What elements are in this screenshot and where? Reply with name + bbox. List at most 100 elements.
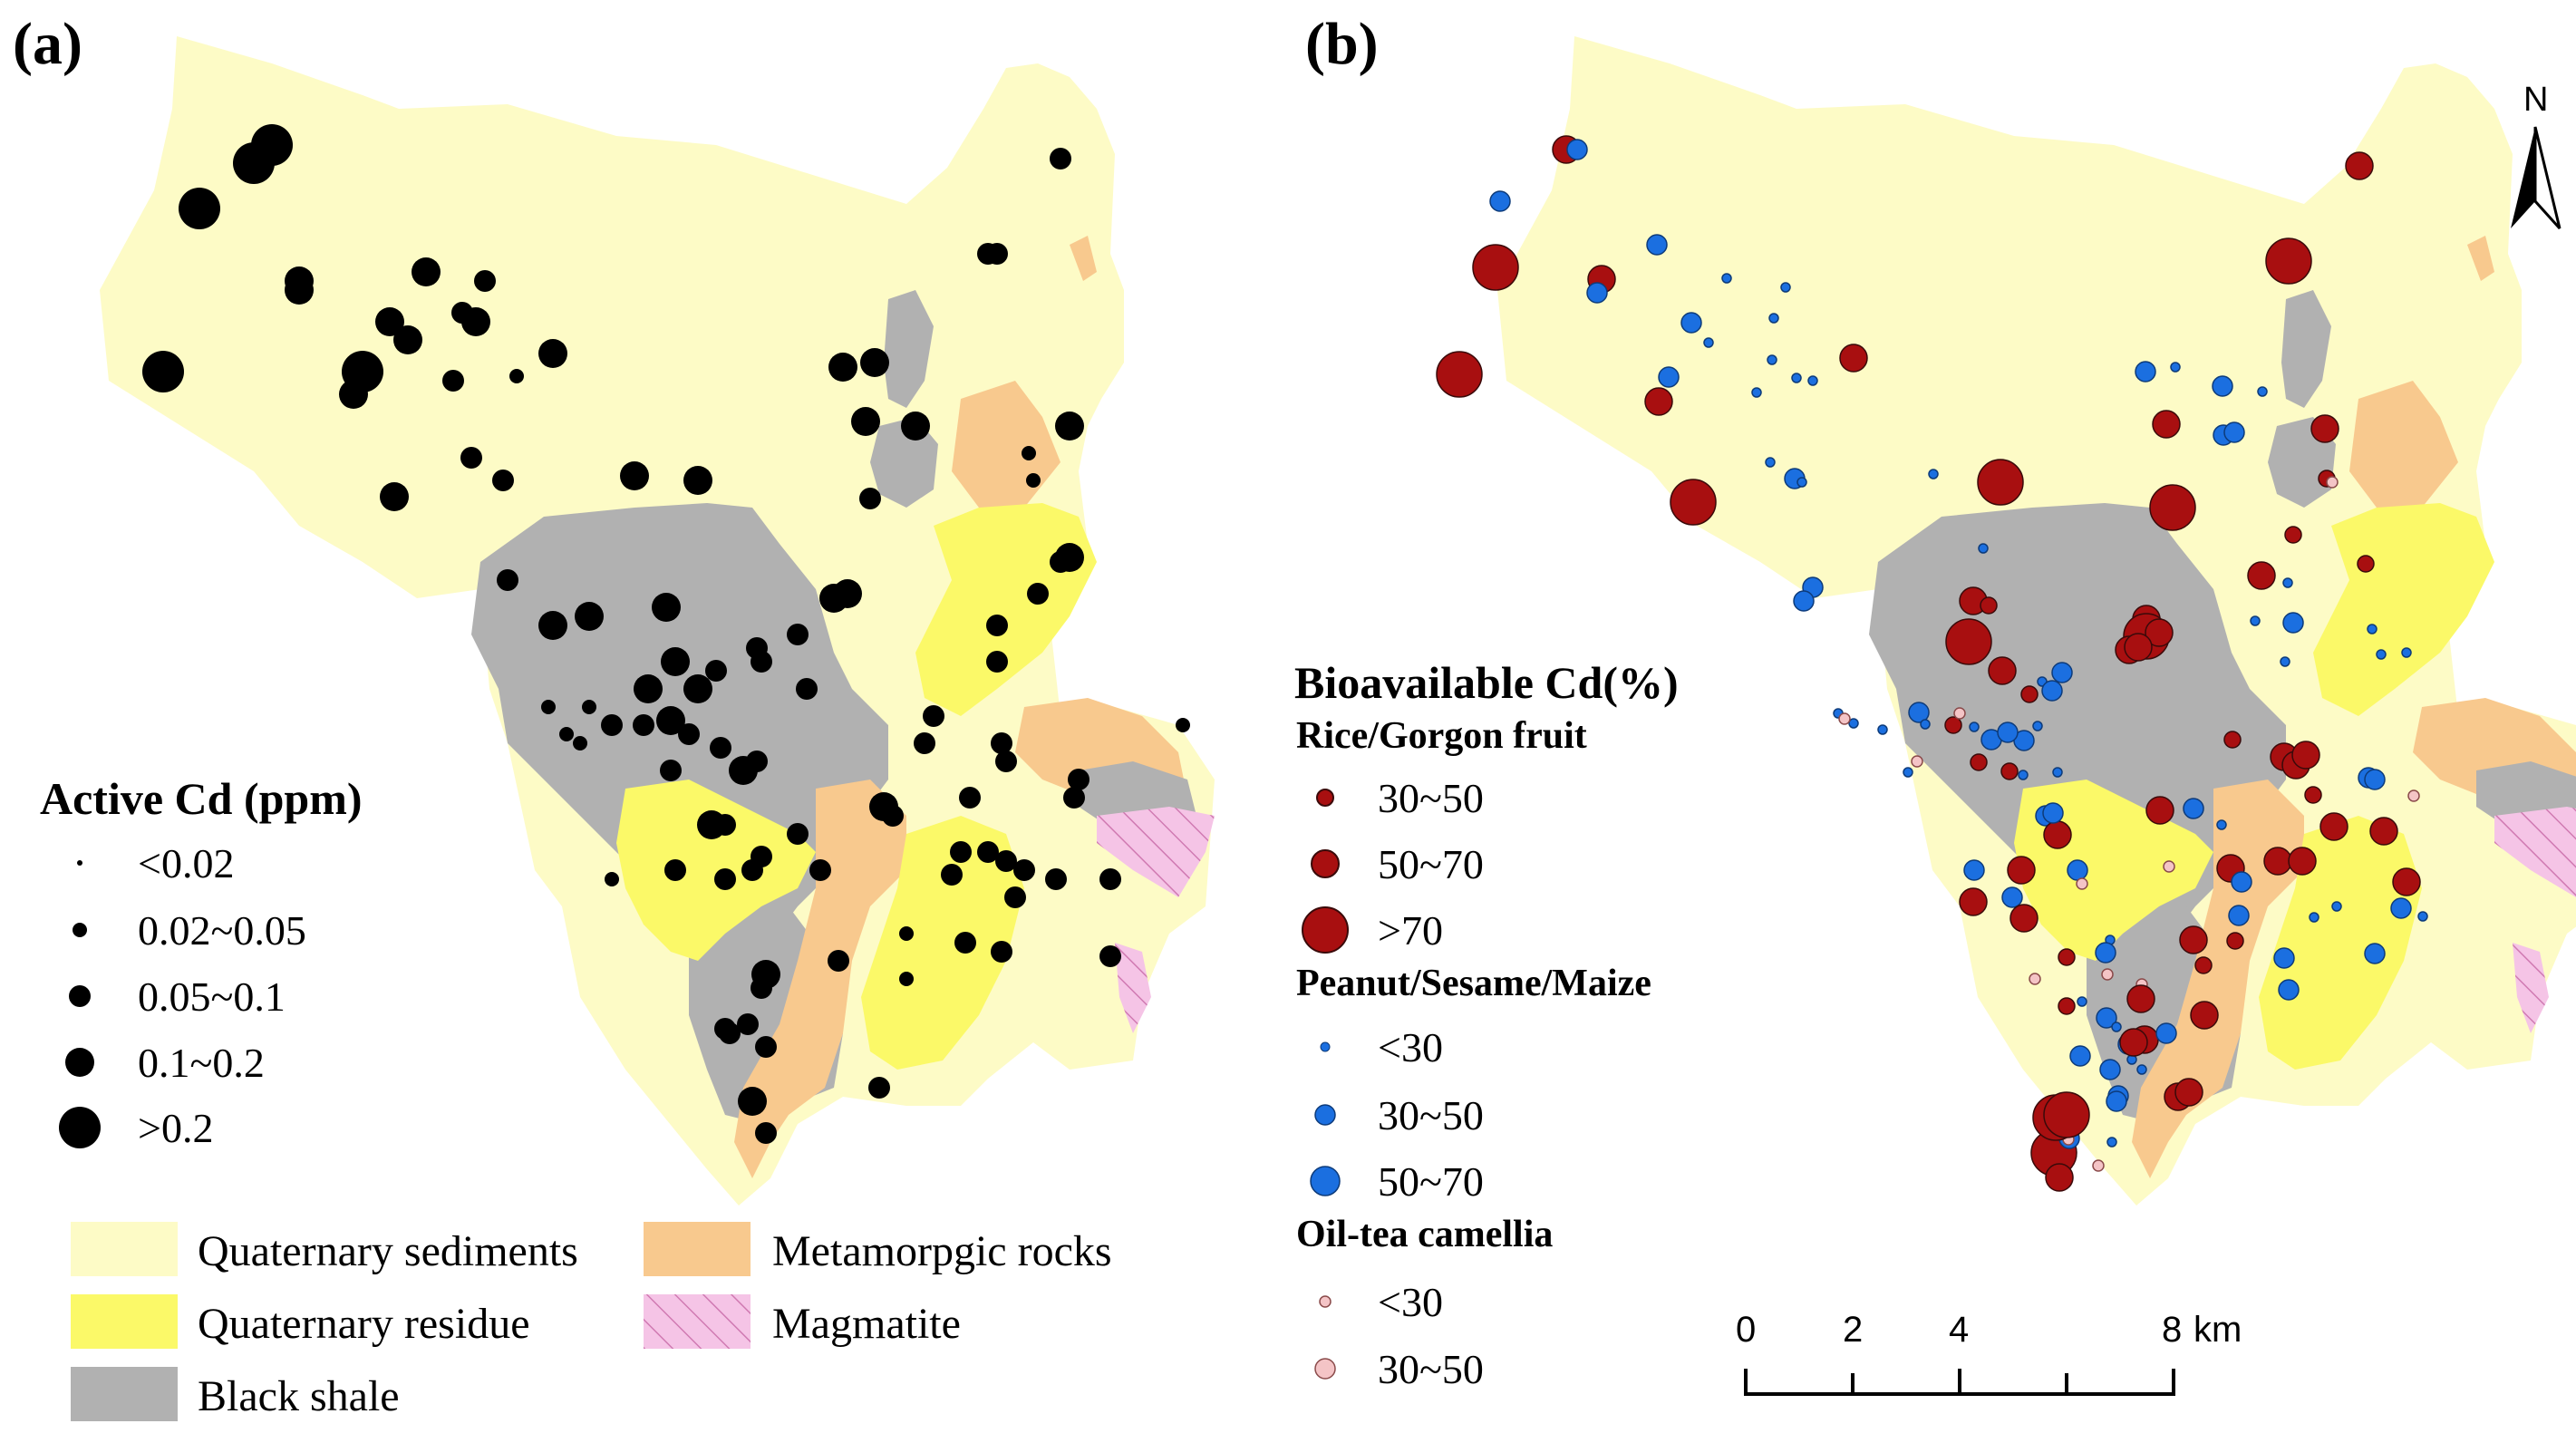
active-cd-point: [442, 370, 464, 392]
swatch-black-shale: [71, 1367, 178, 1421]
active-cd-point: [751, 651, 772, 673]
active-cd-point: [683, 674, 712, 703]
legend-quaternary-residue: Quaternary residue: [198, 1300, 530, 1348]
active-cd-point: [601, 714, 623, 736]
bioavailable-cd-point: [1751, 387, 1762, 398]
bioavailable-cd-point: [1436, 351, 1483, 398]
legend-group-rice: Rice/Gorgon fruit: [1296, 715, 1587, 757]
scale-unit: km: [2193, 1310, 2242, 1350]
legend-rice-item: 50~70: [1378, 841, 1484, 887]
active-cd-point: [959, 787, 981, 809]
bioavailable-cd-point: [1796, 477, 1807, 488]
bioavailable-cd-point: [1472, 244, 1519, 291]
bioavailable-cd-point: [1703, 337, 1714, 348]
active-cd-point: [828, 353, 857, 382]
bioavailable-cd-point: [2326, 476, 2339, 489]
active-cd-point: [923, 705, 944, 727]
bioavailable-cd-point: [2155, 1022, 2177, 1044]
black-shale-ne2: [870, 417, 938, 508]
active-cd-point: [375, 307, 404, 336]
bioavailable-cd-point: [2170, 362, 2181, 373]
active-cd-point: [285, 276, 314, 305]
legend-magmatite: Magmatite: [772, 1300, 961, 1348]
active-cd-legend-item: <0.02: [138, 840, 234, 886]
bioavailable-cd-point: [2183, 798, 2204, 819]
bioavailable-cd-point: [2041, 680, 2063, 702]
metamorphic-north: [2467, 236, 2494, 281]
active-cd-legend-item: 0.02~0.05: [138, 907, 306, 954]
active-cd-point: [1050, 148, 1071, 169]
bioavailable-cd-point: [1908, 702, 1930, 723]
bioavailable-cd-point: [2001, 886, 2023, 908]
active-cd-point: [860, 348, 889, 377]
active-cd-point: [380, 482, 409, 511]
bioavailable-cd-point: [2369, 817, 2398, 846]
active-cd-point: [656, 706, 685, 735]
legend-rice-item: 30~50: [1378, 775, 1484, 821]
bioavailable-cd-point: [1911, 755, 1923, 768]
swatch-metamorphic: [644, 1222, 751, 1276]
quaternary-residue-area: [616, 780, 816, 961]
active-cd-point: [737, 1013, 759, 1035]
active-cd-point: [683, 466, 712, 495]
active-cd-point: [339, 380, 368, 409]
bioavailable-cd-point: [2282, 612, 2304, 634]
bioavailable-cd-point: [2282, 577, 2293, 588]
active-cd-point: [582, 700, 596, 714]
legend-peanut-item: 50~70: [1378, 1158, 1484, 1205]
active-cd-point: [460, 447, 482, 469]
active-cd-point: [710, 737, 731, 759]
bioavailable-cd-point: [2163, 860, 2175, 873]
active-cd-point: [859, 488, 881, 509]
geology-legend: Quaternary sediments Metamorpgic rocks Q…: [71, 1222, 1112, 1421]
active-cd-point: [620, 461, 649, 490]
active-cd-legend-item: 0.1~0.2: [138, 1040, 265, 1086]
legend-oiltea-item: 30~50: [1378, 1346, 1484, 1392]
bioavailable-cd-point: [2058, 948, 2076, 966]
bioavailable-cd-point: [1586, 282, 1608, 304]
active-cd-point: [559, 727, 574, 741]
bioavailable-cd-point: [2095, 942, 2116, 964]
active-cd-point: [1050, 551, 1071, 573]
bioavailable-cd-point: [2067, 859, 2088, 881]
active-cd-point: [787, 823, 809, 845]
bioavailable-cd-point: [2007, 856, 2036, 885]
bioavailable-cd-point: [2278, 979, 2300, 1001]
bioavailable-cd-point: [2043, 820, 2072, 849]
bioavailable-cd-point: [2190, 1001, 2219, 1030]
active-cd-point: [914, 732, 935, 754]
bioavailable-cd-point: [2051, 662, 2073, 683]
bioavailable-cd-point: [2367, 624, 2377, 634]
bioavailable-cd-point: [1903, 767, 1913, 778]
active-cd-point: [1063, 787, 1085, 809]
bioavailable-cd-point: [2009, 904, 2039, 933]
quaternary-residue-east: [2259, 816, 2422, 1070]
bioavailable-cd-point: [2417, 911, 2428, 922]
bioavailable-cd-point: [1977, 459, 2024, 506]
bioavailable-cd-point: [1646, 234, 1668, 256]
bioavailable-cd-point: [2111, 1022, 2122, 1032]
active-cd-point: [899, 926, 914, 941]
bioavailable-cd-point: [1959, 887, 1988, 916]
active-cd-point: [664, 859, 686, 881]
bioavailable-cd-point: [2247, 561, 2276, 590]
active-cd-point: [714, 868, 736, 890]
scale-tick-2: 2: [1843, 1310, 1863, 1350]
active-cd-points: [142, 124, 1190, 1144]
bioavailable-cd-point: [2310, 414, 2339, 443]
bioavailable-legend-title: Bioavailable Cd(%): [1294, 657, 1679, 708]
bioavailable-cd-point: [2096, 1007, 2117, 1029]
bioavailable-cd-point: [1767, 354, 1777, 365]
active-cd-point: [796, 678, 818, 700]
active-cd-point: [714, 814, 736, 836]
bioavailable-cd-point: [2152, 410, 2181, 439]
bioavailable-cd-point: [2309, 912, 2319, 923]
scale-tick-0: 0: [1736, 1310, 1756, 1350]
black-shale-ne: [884, 290, 934, 408]
active-cd-point: [991, 732, 1012, 754]
active-cd-point: [605, 872, 619, 886]
bioavailable-cd-point: [1721, 273, 1732, 284]
bioavailable-cd-point: [2364, 769, 2386, 790]
bioavailable-cd-point: [1970, 753, 1988, 771]
